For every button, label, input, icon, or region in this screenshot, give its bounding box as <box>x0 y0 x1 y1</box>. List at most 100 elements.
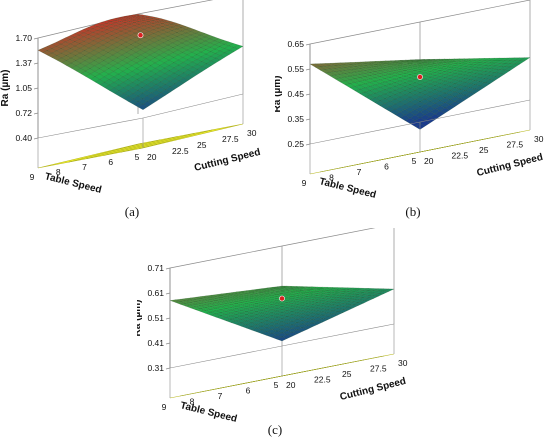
z-tick-mark <box>305 143 311 146</box>
z-tick-label: 0.40 <box>15 133 32 143</box>
z-tick-mark <box>33 137 39 140</box>
contour-line <box>121 132 195 153</box>
response-surface <box>169 285 395 342</box>
y-tick-label: 25 <box>342 369 352 379</box>
surface-patch <box>276 336 288 342</box>
z-tick-label: 0.35 <box>287 114 304 124</box>
z-tick-label: 1.70 <box>15 33 32 43</box>
y-tick-label: 20 <box>286 380 296 390</box>
y-tick-label: 30 <box>398 358 408 368</box>
x-tick-label: 6 <box>246 386 251 396</box>
z-tick-label: 0.41 <box>147 338 164 348</box>
surface-patch <box>137 104 148 110</box>
y-tick-label: 22.5 <box>314 375 331 385</box>
contour-line <box>320 146 447 173</box>
response-surface <box>37 14 244 110</box>
frame-edge <box>419 99 531 123</box>
y-tick-label: 30 <box>247 128 257 138</box>
chart-b-svg: 0.25 0.35 0.45 0.55 0.65 Ra (µm) 5 6 7 8 9 Table Sp… <box>275 0 544 219</box>
z-tick-mark <box>305 68 311 71</box>
y-tick-label: 30 <box>534 134 544 144</box>
contour-line <box>138 129 213 150</box>
contour-line <box>103 136 178 156</box>
x-tick-label: 8 <box>56 167 61 177</box>
y-tick-label: 20 <box>424 156 434 166</box>
design-point-marker <box>279 295 285 302</box>
y-tick-label: 27.5 <box>370 364 387 374</box>
y-axis-title: Cutting Speed <box>193 147 261 174</box>
y-tick-label: 25 <box>197 140 207 150</box>
z-tick-mark <box>305 118 311 121</box>
z-tick-label: 1.37 <box>15 58 32 68</box>
x-tick-label: 7 <box>218 391 223 401</box>
x-tick-label: 5 <box>274 380 279 390</box>
x-tick-label: 6 <box>108 157 113 167</box>
z-axis-title: Ra (µm) <box>275 76 283 113</box>
x-axis-title: Table Speed <box>318 176 377 201</box>
z-tick-mark <box>33 37 39 40</box>
contour-line <box>180 370 310 397</box>
z-tick-mark <box>165 292 171 295</box>
z-tick-label: 0.31 <box>147 363 164 373</box>
z-tick-mark <box>165 342 171 345</box>
z-tick-label: 0.61 <box>147 288 164 298</box>
panel-b-caption: (b) <box>405 204 420 219</box>
z-tick-label: 0.71 <box>147 263 164 273</box>
z-tick-label: 0.55 <box>287 64 304 74</box>
x-tick-label: 9 <box>302 178 307 188</box>
surface-plot-c: 0.31 0.41 0.51 0.61 0.71 Ra (µm) 5 6 7 8 9 Table Sp… <box>137 228 412 439</box>
y-tick-label: 22.5 <box>452 151 469 161</box>
frame-edge <box>309 121 421 145</box>
z-axis-title: Ra (µm) <box>137 300 143 337</box>
z-tick-label: 0.51 <box>147 313 164 323</box>
frame-edge <box>281 228 376 247</box>
x-tick-label: 7 <box>82 162 87 172</box>
z-tick-label: 0.65 <box>287 39 304 49</box>
z-tick-mark <box>33 87 39 90</box>
frame-edge <box>309 21 421 45</box>
z-tick-mark <box>33 112 39 115</box>
x-tick-label: 7 <box>357 167 362 177</box>
z-tick-mark <box>165 317 171 320</box>
z-tick-label: 0.25 <box>287 139 304 149</box>
y-tick-label: 27.5 <box>507 140 524 150</box>
x-tick-label: 8 <box>190 397 195 407</box>
x-tick-label: 9 <box>30 172 35 182</box>
contour-line <box>68 142 143 163</box>
surface-plot-b: 0.25 0.35 0.45 0.55 0.65 Ra (µm) 5 6 7 8 9 Table Sp… <box>275 0 550 225</box>
z-tick-mark <box>165 367 171 370</box>
y-tick-label: 27.5 <box>222 134 239 144</box>
x-tick-label: 8 <box>329 173 334 183</box>
response-surface <box>309 57 531 130</box>
chart-a-svg: 0.40 0.72 1.05 1.37 1.70 Ra (µm) 5 6 7 8 9 Table Sp… <box>0 0 262 219</box>
panel-a-caption: (a) <box>125 204 139 219</box>
x-tick-label: 6 <box>384 162 389 172</box>
z-tick-mark <box>165 267 171 270</box>
design-point-marker <box>417 74 423 80</box>
frame-edge <box>169 245 283 269</box>
contour-line <box>86 139 160 160</box>
z-tick-label: 1.05 <box>15 83 32 93</box>
frame-edge <box>281 323 395 347</box>
y-tick-label: 22.5 <box>172 146 189 156</box>
surface-plot-a: 0.40 0.72 1.05 1.37 1.70 Ra (µm) 5 6 7 8 9 Table Sp… <box>0 0 275 225</box>
z-tick-label: 0.45 <box>287 89 304 99</box>
frame-edge <box>419 0 531 23</box>
z-tick-label: 0.72 <box>15 108 32 118</box>
y-axis-title: Cutting Speed <box>476 152 544 179</box>
x-tick-label: 9 <box>162 402 167 412</box>
z-tick-mark <box>305 43 311 46</box>
frame-edge <box>137 0 214 15</box>
x-axis-title: Table Speed <box>44 171 103 196</box>
x-tick-label: 5 <box>135 152 140 162</box>
contour-plane <box>37 123 244 169</box>
x-axis-title: Table Speed <box>179 400 238 425</box>
z-tick-mark <box>305 93 311 96</box>
y-tick-label: 20 <box>147 152 157 162</box>
x-tick-label: 5 <box>412 156 417 166</box>
design-point-marker <box>137 32 144 39</box>
y-axis-title: Cutting Speed <box>339 376 407 403</box>
panel-c-caption: (c) <box>268 422 282 437</box>
z-tick-mark <box>33 62 39 65</box>
frame-edge <box>142 93 244 119</box>
